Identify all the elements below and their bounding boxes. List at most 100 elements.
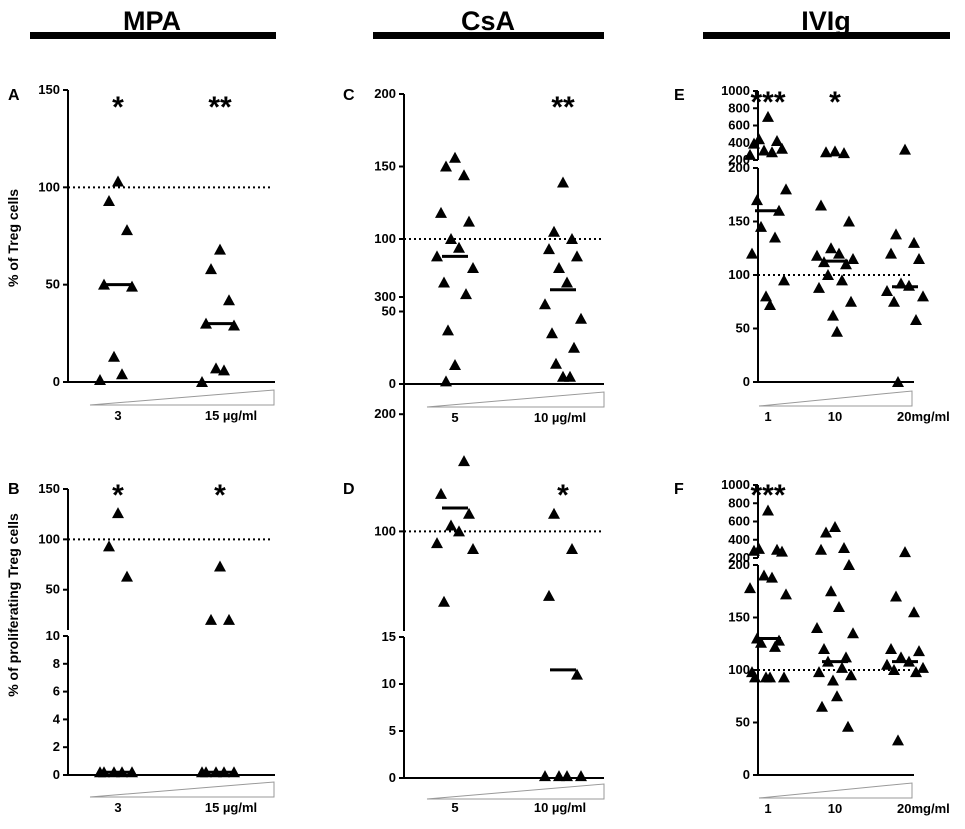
- y-tick-label: 2: [53, 739, 60, 754]
- significance-marker: *: [214, 479, 226, 512]
- data-point: [831, 690, 843, 702]
- y-tick-label: 150: [728, 214, 750, 229]
- data-point: [553, 770, 565, 782]
- data-point: [205, 263, 217, 275]
- x-tick-label: 1: [764, 801, 771, 816]
- header-bar-csa: [373, 32, 604, 39]
- data-point: [435, 206, 447, 218]
- data-point: [749, 671, 761, 683]
- data-point: [539, 770, 551, 782]
- data-point: [836, 661, 848, 673]
- y-tick-label: 100: [38, 531, 60, 546]
- y-tick-label: 300: [374, 289, 396, 304]
- data-point: [566, 233, 578, 244]
- y-tick-label: 800: [728, 100, 750, 115]
- y-axis-titles: % of Treg cells % of proliferating Treg c…: [5, 189, 21, 697]
- significance-marker: ***: [750, 479, 785, 512]
- data-point: [764, 298, 776, 310]
- concentration-wedge: [758, 782, 913, 799]
- data-point: [885, 247, 897, 259]
- y-tick-label: 50: [46, 277, 60, 292]
- data-point: [103, 540, 115, 552]
- data-point: [913, 645, 925, 657]
- y-tick-label: 400: [728, 135, 750, 150]
- data-point: [836, 274, 848, 286]
- data-point: [888, 295, 900, 307]
- data-point: [467, 542, 479, 554]
- data-point: [766, 146, 778, 158]
- data-point: [223, 613, 235, 625]
- data-point: [758, 569, 770, 581]
- y-tick-label: 0: [389, 376, 396, 391]
- y-tick-label: 10: [382, 676, 396, 691]
- data-point: [840, 651, 852, 663]
- y-tick-label: 8: [53, 656, 60, 671]
- y-axis-title-treg: % of Treg cells: [5, 189, 21, 287]
- data-point: [890, 228, 902, 240]
- x-tick-label: 20mg/ml: [897, 409, 950, 424]
- data-point: [755, 220, 767, 232]
- data-point: [845, 669, 857, 681]
- data-point: [771, 135, 783, 147]
- data-point: [760, 290, 772, 302]
- data-point: [744, 582, 756, 594]
- panel-label-e: E: [674, 87, 685, 104]
- y-tick-label: 200: [728, 152, 750, 167]
- data-point: [843, 215, 855, 227]
- data-point: [766, 571, 778, 583]
- y-tick-label: 200: [728, 557, 750, 572]
- concentration-wedge: [89, 781, 275, 798]
- data-point: [908, 236, 920, 248]
- data-point: [228, 766, 240, 778]
- y-tick-label: 800: [728, 495, 750, 510]
- data-point: [440, 160, 452, 172]
- data-point: [196, 766, 208, 778]
- y-tick-label: 15: [382, 629, 396, 644]
- y-tick-label: 10: [46, 628, 60, 643]
- x-tick-label: 10 µg/ml: [534, 800, 586, 815]
- data-point: [825, 242, 837, 254]
- data-point: [103, 194, 115, 206]
- data-point: [561, 770, 573, 782]
- y-tick-label: 100: [38, 179, 60, 194]
- significance-marker: *: [112, 91, 124, 124]
- data-point: [748, 137, 760, 149]
- data-point: [908, 606, 920, 618]
- data-point: [543, 589, 555, 601]
- data-point: [112, 175, 124, 187]
- data-point: [899, 546, 911, 558]
- data-point: [755, 636, 767, 648]
- panel-d: D 0 5 10 15 100 200 300 5 10 µg/ml *: [343, 289, 605, 815]
- data-point: [838, 147, 850, 159]
- data-point: [566, 542, 578, 554]
- data-point: [94, 374, 106, 386]
- data-point: [126, 766, 138, 778]
- y-tick-label: 200: [374, 86, 396, 101]
- y-tick-label: 5: [389, 723, 396, 738]
- data-point: [888, 664, 900, 675]
- data-point: [827, 674, 839, 686]
- data-point: [840, 258, 852, 270]
- data-point: [121, 224, 133, 236]
- y-tick-label: 100: [374, 523, 396, 538]
- data-point: [910, 666, 922, 678]
- y-tick-label: 600: [728, 118, 750, 133]
- significance-marker: **: [551, 91, 575, 124]
- data-point: [829, 145, 841, 157]
- data-point: [843, 559, 855, 570]
- data-point: [820, 526, 832, 538]
- y-tick-label: 1000: [721, 83, 750, 98]
- data-point: [575, 770, 587, 782]
- data-point: [751, 194, 763, 206]
- data-point: [453, 241, 465, 253]
- data-point: [548, 225, 560, 237]
- data-point: [431, 537, 443, 549]
- data-point: [829, 520, 841, 532]
- x-tick-label: 5: [451, 800, 458, 815]
- data-point: [214, 243, 226, 255]
- data-point: [780, 183, 792, 195]
- y-tick-label: 200: [728, 160, 750, 175]
- data-point: [813, 281, 825, 293]
- data-point: [449, 151, 461, 163]
- data-point: [758, 144, 770, 156]
